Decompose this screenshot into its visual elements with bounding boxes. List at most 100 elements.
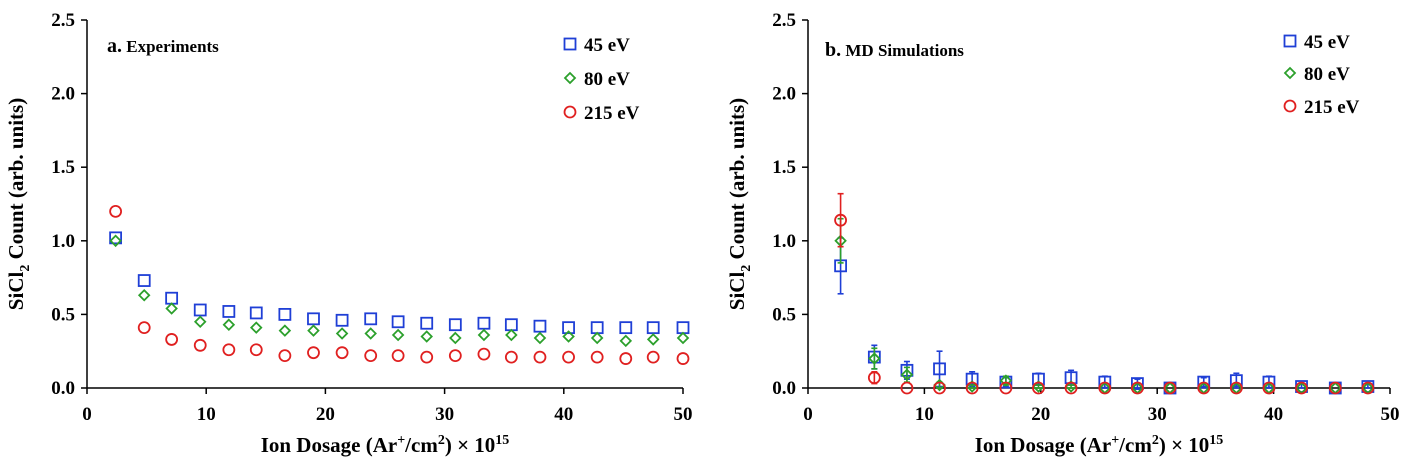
x-tick-label: 20 — [316, 404, 335, 425]
data-point — [1262, 381, 1276, 395]
data-point — [1197, 381, 1211, 395]
data-point — [249, 343, 263, 357]
data-point — [1229, 381, 1243, 395]
x-tick-label: 10 — [915, 404, 934, 425]
data-point — [1295, 381, 1308, 395]
chart-panel-a: 0.0 0.5 1.0 1.5 2.0 2.5 0 10 20 30 40 50 Ion Dosage … — [4, 10, 693, 457]
data-point — [109, 231, 123, 245]
data-point — [1032, 380, 1045, 393]
panel-title: b. MD Simulations — [825, 39, 964, 61]
data-point — [249, 306, 263, 320]
chart-panel-b: 0.0 0.5 1.0 1.5 2.0 2.5 0 10 20 30 40 50 Ion Dosage … — [725, 10, 1400, 457]
data-point — [619, 321, 633, 335]
data-point — [1032, 381, 1045, 395]
data-point — [1131, 377, 1144, 390]
y-tick-label: 0.0 — [772, 378, 796, 399]
x-tick-label: 0 — [803, 404, 813, 425]
data-point — [1098, 375, 1112, 389]
data-point — [420, 350, 434, 364]
data-point — [391, 328, 405, 342]
data-point — [307, 346, 320, 360]
x-tick-label: 30 — [1148, 404, 1167, 425]
data-point — [165, 333, 179, 346]
data-point — [335, 327, 349, 340]
data-point — [449, 331, 462, 345]
data-point — [165, 302, 178, 315]
y-tick-label: 1.0 — [772, 231, 796, 252]
data-point — [619, 334, 633, 348]
data-point — [1064, 380, 1078, 393]
legend-marker-circle — [1283, 99, 1297, 113]
data-point — [965, 381, 979, 395]
data-point — [590, 321, 604, 335]
data-point — [1131, 381, 1144, 395]
data-point — [477, 316, 491, 330]
y-tick-label: 0.5 — [772, 304, 796, 325]
data-point — [999, 374, 1013, 387]
legend-marker-diamond — [1283, 66, 1297, 80]
data-point — [562, 321, 575, 335]
x-axis-label: Ion Dosage (Ar+/cm2) × 1015 — [261, 433, 510, 457]
data-point — [505, 328, 518, 342]
data-point — [533, 331, 547, 345]
y-tick-label: 1.0 — [51, 231, 75, 252]
data-point — [999, 381, 1013, 395]
data-point — [109, 234, 122, 248]
data-point — [900, 381, 914, 395]
data-point — [448, 349, 462, 363]
data-point — [420, 330, 433, 343]
legend: 45 eV 80 eV 215 eV — [1283, 32, 1360, 118]
legend-label: 45 eV — [1304, 32, 1350, 53]
y-tick-label: 2.5 — [51, 10, 75, 31]
data-point — [448, 318, 462, 332]
legend-marker-square — [563, 37, 577, 51]
y-tick-label: 1.5 — [772, 157, 796, 178]
data-point — [137, 321, 151, 335]
data-point — [1361, 381, 1375, 395]
data-point — [477, 347, 491, 361]
data-point — [590, 331, 604, 345]
x-tick-label: 30 — [435, 404, 454, 425]
data-point — [590, 350, 604, 364]
data-point — [193, 303, 207, 317]
legend-label: 45 eV — [584, 35, 630, 56]
legend-label: 80 eV — [1304, 64, 1350, 85]
data-point — [1328, 381, 1342, 395]
x-tick-label: 0 — [82, 404, 92, 425]
y-tick-label: 2.0 — [772, 84, 796, 105]
legend-marker-circle — [563, 105, 577, 119]
panel-title: a. Experiments — [107, 35, 219, 57]
data-point — [364, 349, 378, 363]
series-square — [109, 231, 690, 335]
data-point — [335, 313, 349, 327]
legend-marker-square — [1283, 34, 1297, 48]
data-point — [193, 315, 207, 329]
data-point — [335, 346, 349, 360]
series-diamond — [834, 217, 1375, 395]
data-point — [222, 343, 236, 357]
data-point — [278, 307, 292, 321]
data-point — [533, 350, 547, 364]
data-point — [222, 318, 236, 331]
data-point — [391, 349, 405, 363]
series-circle — [834, 192, 1375, 395]
data-point — [420, 316, 434, 330]
legend-label: 215 eV — [584, 103, 640, 124]
legend: 45 eV 80 eV 215 eV — [563, 35, 640, 124]
data-point — [391, 315, 405, 329]
data-point — [137, 274, 151, 287]
data-point — [619, 352, 633, 365]
data-point — [933, 381, 946, 395]
data-point — [1229, 374, 1243, 388]
x-tick-label: 20 — [1031, 404, 1050, 425]
data-point — [109, 204, 123, 218]
data-point — [477, 328, 491, 342]
x-tick-label: 10 — [197, 404, 216, 425]
data-point — [504, 350, 518, 364]
data-point — [165, 291, 179, 305]
data-point — [676, 331, 690, 345]
y-tick-label: 2.0 — [51, 84, 75, 105]
data-point — [646, 321, 660, 335]
data-point — [137, 288, 151, 302]
